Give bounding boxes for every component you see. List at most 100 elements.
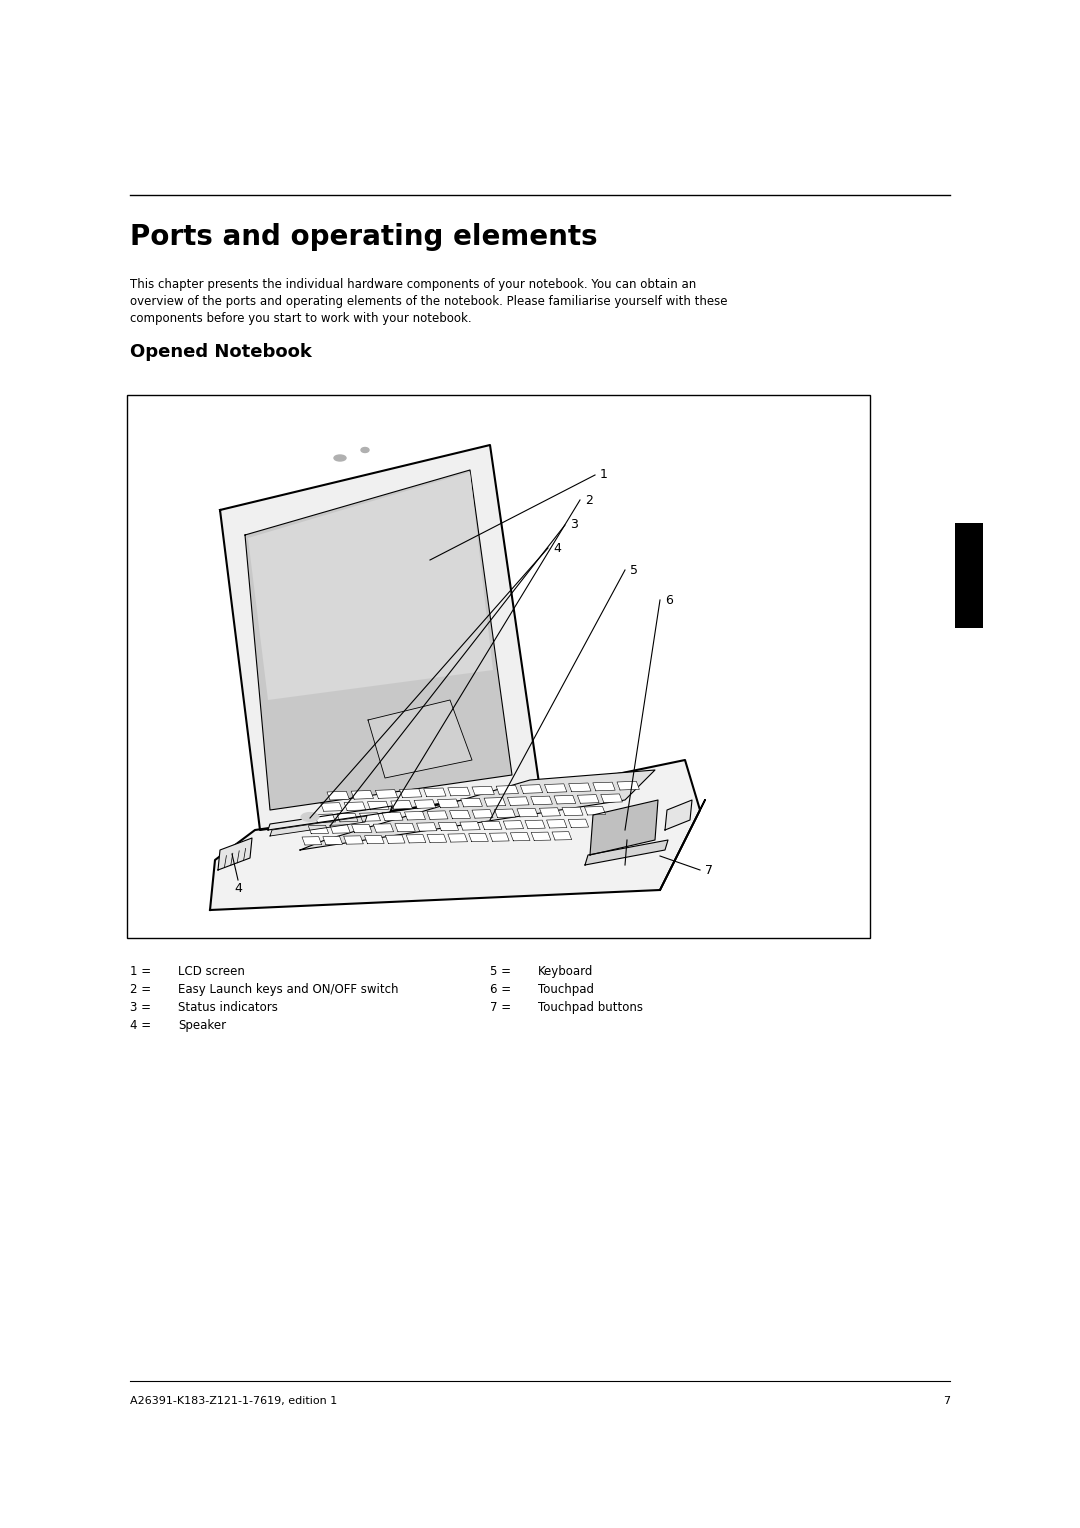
Ellipse shape [361,448,369,452]
Polygon shape [268,805,392,830]
Text: Touchpad buttons: Touchpad buttons [538,1001,643,1015]
Polygon shape [323,836,342,845]
Polygon shape [367,801,389,810]
Polygon shape [600,795,622,802]
Text: A26391-K183-Z121-1-7619, edition 1: A26391-K183-Z121-1-7619, edition 1 [130,1397,337,1406]
Polygon shape [400,788,422,798]
Polygon shape [345,802,366,810]
Polygon shape [374,824,393,833]
Polygon shape [406,834,426,843]
Polygon shape [218,837,252,869]
Polygon shape [382,811,403,821]
Polygon shape [531,833,551,840]
Polygon shape [365,836,384,843]
Polygon shape [562,807,583,816]
Polygon shape [472,787,495,795]
Text: 3: 3 [570,518,578,532]
Polygon shape [351,790,374,799]
Text: This chapter presents the individual hardware components of your notebook. You c: This chapter presents the individual har… [130,278,697,290]
Text: Touchpad: Touchpad [538,983,594,996]
Text: 4: 4 [234,882,242,894]
Polygon shape [461,798,483,807]
Polygon shape [308,825,328,834]
Ellipse shape [301,813,319,822]
Polygon shape [569,782,591,792]
Polygon shape [469,833,488,842]
Polygon shape [660,801,705,889]
Text: 6: 6 [665,593,673,607]
Polygon shape [423,788,446,796]
Polygon shape [544,784,567,793]
Polygon shape [352,824,372,833]
Polygon shape [540,808,561,816]
Polygon shape [554,796,576,804]
Polygon shape [489,833,509,842]
Polygon shape [414,799,435,808]
Polygon shape [503,821,524,830]
Polygon shape [472,810,492,817]
Polygon shape [496,785,518,795]
Text: 5 =: 5 = [490,966,511,978]
Bar [127,396,870,938]
Polygon shape [617,781,639,790]
Polygon shape [302,837,322,845]
Polygon shape [343,836,363,843]
Polygon shape [568,819,589,828]
Polygon shape [270,816,367,836]
Polygon shape [245,471,512,810]
Polygon shape [460,822,481,830]
Polygon shape [585,840,669,865]
Polygon shape [437,799,459,808]
Text: 7 =: 7 = [490,1001,511,1015]
Bar [955,523,983,628]
Polygon shape [448,787,470,796]
Polygon shape [511,833,530,840]
Text: 7: 7 [705,863,713,877]
Polygon shape [578,795,599,804]
Text: components before you start to work with your notebook.: components before you start to work with… [130,312,472,325]
Polygon shape [552,831,571,840]
Polygon shape [417,822,437,831]
Polygon shape [391,801,413,808]
Polygon shape [248,472,492,700]
Polygon shape [395,824,415,831]
Text: 6 =: 6 = [490,983,511,996]
Polygon shape [438,822,459,831]
Polygon shape [314,814,336,822]
Polygon shape [484,798,505,807]
Text: 4 =: 4 = [130,1019,151,1031]
Text: 1 =: 1 = [130,966,151,978]
Polygon shape [584,807,606,814]
Polygon shape [530,796,552,805]
Polygon shape [521,785,542,793]
Polygon shape [427,834,447,842]
Text: Keyboard: Keyboard [538,966,593,978]
Text: LCD screen: LCD screen [178,966,245,978]
Polygon shape [300,770,654,850]
Polygon shape [508,796,529,805]
Text: Status indicators: Status indicators [178,1001,278,1015]
Polygon shape [321,802,342,811]
Text: Easy Launch keys and ON/OFF switch: Easy Launch keys and ON/OFF switch [178,983,399,996]
Text: Ports and operating elements: Ports and operating elements [130,223,597,251]
Text: Opened Notebook: Opened Notebook [130,342,312,361]
Text: overview of the ports and operating elements of the notebook. Please familiarise: overview of the ports and operating elem… [130,295,728,309]
Ellipse shape [334,455,346,461]
Polygon shape [495,808,515,817]
Polygon shape [329,825,350,833]
Polygon shape [376,790,397,798]
Text: 3 =: 3 = [130,1001,151,1015]
Text: 2: 2 [585,494,593,506]
Polygon shape [405,811,426,821]
Polygon shape [482,821,502,830]
Polygon shape [448,834,468,842]
Text: 1: 1 [600,469,608,481]
Polygon shape [368,700,472,778]
Polygon shape [210,759,700,911]
Polygon shape [449,810,471,819]
Polygon shape [546,819,567,828]
Polygon shape [590,801,658,856]
Polygon shape [517,808,538,817]
Text: Speaker: Speaker [178,1019,226,1031]
Polygon shape [220,445,540,830]
